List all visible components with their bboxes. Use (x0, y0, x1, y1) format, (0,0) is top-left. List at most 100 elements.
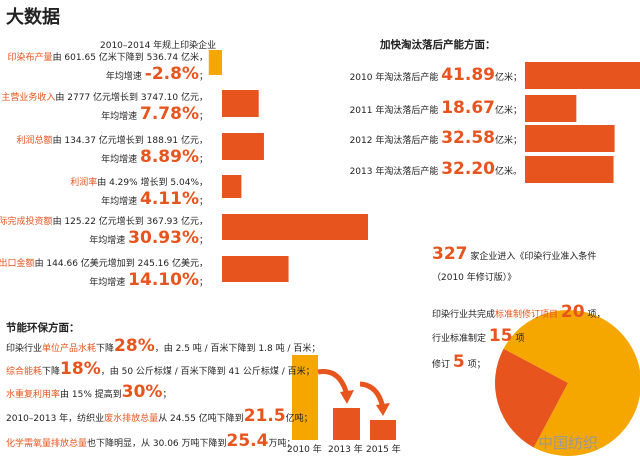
capacity-unit: 亿米； (494, 136, 522, 146)
text: 从 24.55 亿吨下降到 (158, 414, 244, 424)
growth-label: 主营业务收入 (1, 93, 56, 103)
env-line: 综合能耗下降18%，由 50 公斤标煤 / 百米下降到 41 公斤标煤 / 百米… (6, 359, 315, 379)
growth-line: 年均增速 8.89%； (17, 147, 208, 167)
capacity-unit: 亿米； (494, 73, 522, 83)
watermark: 中国纺织 (538, 434, 599, 452)
rate-end: ； (198, 72, 208, 82)
access-line: 327 家企业进入《印染行业准入条件 (432, 244, 596, 264)
text: 也下降明显，从 30.06 万吨下降到 (87, 439, 227, 449)
capacity-label: 2013 年淘汰落后产能 (349, 167, 439, 177)
growth-line: 印染布产量由 601.65 亿米下降到 536.74 亿米， (8, 52, 208, 64)
text: 修订 (432, 360, 451, 370)
growth-line: 年均增速 -2.8%； (8, 64, 208, 84)
text: 2010–2013 年，纺织业 (6, 414, 105, 424)
growth-label: 利润总额 (16, 136, 53, 146)
number: 21.5 (243, 406, 286, 426)
highlight: 废水排放总量 (104, 414, 159, 424)
text: ； (162, 390, 172, 400)
growth-text: 由 144.66 亿美元增加到 245.16 亿美元， (34, 259, 208, 269)
text: 行业标准制定 (432, 334, 487, 344)
growth-text: 由 125.22 亿元增长到 367.93 亿元， (52, 217, 208, 227)
rate-prefix: 年均增速 (101, 112, 138, 122)
rate-end: ； (198, 236, 208, 246)
highlight: 单位产品水耗 (42, 344, 97, 354)
rate-prefix: 年均增速 (101, 197, 138, 207)
env-line: 2010–2013 年，纺织业废水排放总量从 24.55 亿吨下降到21.5亿吨… (6, 406, 313, 426)
standards-line: 修订 5 项； (432, 352, 486, 372)
growth-text: 由 134.37 亿元增长到 188.91 亿元， (52, 136, 208, 146)
growth-item: 实际完成投资额由 125.22 亿元增长到 367.93 亿元，年均增速 30.… (0, 216, 208, 248)
growth-line: 年均增速 4.11%； (70, 189, 208, 209)
capacity-value: 41.89 (441, 65, 495, 85)
capacity-unit: 亿米； (494, 106, 522, 116)
capacity-unit: 亿米。 (494, 167, 522, 177)
growth-item: 利润率由 4.29% 增长到 5.04%， 年均增速 4.11%； (70, 177, 208, 209)
growth-label: 利润率 (70, 178, 98, 188)
growth-text: 由 2777 亿元增长到 3747.10 亿元， (55, 93, 208, 103)
capacity-heading: 加快淘汰落后产能方面： (380, 39, 496, 51)
text: ，由 50 公斤标煤 / 百米下降到 41 公斤标煤 / 百米； (100, 367, 315, 377)
arrow (359, 381, 386, 409)
text: ，由 2.5 吨 / 百米下降到 1.8 吨 / 百米； (154, 344, 321, 354)
growth-bar (222, 133, 264, 160)
text: 由 15% 提高到 (60, 390, 122, 400)
growth-label: 实际完成投资额 (0, 217, 53, 227)
rate-end: ； (198, 155, 208, 165)
capacity-bar (525, 62, 640, 89)
growth-item: 利润总额由 134.37 亿元增长到 188.91 亿元， 年均增速 8.89%； (17, 135, 208, 167)
rate-end: ； (198, 112, 208, 122)
growth-text: 由 4.29% 增长到 5.04%， (97, 178, 208, 188)
highlight: 水重复利用率 (6, 390, 61, 400)
text: 项； (467, 360, 486, 370)
number: 18% (60, 359, 101, 379)
rate-value: 7.78% (140, 104, 199, 124)
capacity-row: 2013 年淘汰落后产能 32.20亿米。 (350, 159, 522, 179)
rate-value: 4.11% (140, 189, 199, 209)
growth-line: 年均增速 7.78%； (1, 104, 208, 124)
highlight: 综合能耗 (6, 367, 43, 377)
growth-line: 年均增速 30.93%； (0, 228, 208, 248)
growth-label: 出口金额 (0, 259, 35, 269)
rate-prefix: 年均增速 (105, 72, 142, 82)
year-label: 2015 年 (366, 445, 401, 455)
growth-item: 主营业务收入由 2777 亿元增长到 3747.10 亿元， 年均增速 7.78%… (1, 92, 208, 124)
growth-line: 实际完成投资额由 125.22 亿元增长到 367.93 亿元， (0, 216, 208, 228)
number: 20 (560, 302, 585, 322)
growth-item: 出口金额由 144.66 亿美元增加到 245.16 亿美元， 年均增速 14.1… (0, 258, 208, 290)
year-label: 2010 年 (287, 445, 322, 455)
arrowhead (376, 403, 390, 416)
rate-value: -2.8% (144, 64, 199, 84)
deco-bar (370, 420, 396, 440)
growth-line: 出口金额由 144.66 亿美元增加到 245.16 亿美元， (0, 258, 208, 270)
capacity-row: 2011 年淘汰落后产能 18.67亿米； (350, 98, 522, 118)
growth-bar (222, 90, 259, 117)
decoration-chart (292, 355, 396, 440)
growth-item: 印染布产量由 601.65 亿米下降到 536.74 亿米， 年均增速 -2.8%… (8, 52, 208, 84)
growth-line: 利润总额由 134.37 亿元增长到 188.91 亿元， (17, 135, 208, 147)
number: 28% (114, 336, 155, 356)
env-line: 印染行业单位产品水耗下降28%，由 2.5 吨 / 百米下降到 1.8 吨 / … (6, 336, 320, 356)
growth-text: 由 601.65 亿米下降到 536.74 亿米， (52, 53, 208, 63)
rate-prefix: 年均增速 (89, 278, 126, 288)
text: 项， (587, 310, 606, 320)
pie-slice (495, 348, 568, 448)
growth-bar (222, 175, 242, 198)
rate-value: 14.10% (128, 270, 199, 290)
highlight: 标准制修订项目 (495, 310, 559, 320)
rate-value: 8.89% (140, 147, 199, 167)
year-label: 2013 年 (328, 445, 363, 455)
rate-prefix: 年均增速 (101, 155, 138, 165)
standards-line: 行业标准制定 15 项 (432, 326, 524, 346)
pie-slice (503, 310, 640, 456)
arrow (317, 368, 350, 396)
growth-line: 主营业务收入由 2777 亿元增长到 3747.10 亿元， (1, 92, 208, 104)
env-line: 水重复利用率由 15% 提高到30%； (6, 382, 171, 402)
text: 印染行业 (6, 344, 43, 354)
highlight: 化学需氧量排放总量 (6, 439, 88, 449)
arrowhead (340, 390, 354, 404)
text: 亿吨； (285, 414, 313, 424)
capacity-value: 32.20 (441, 159, 495, 179)
growth-line: 利润率由 4.29% 增长到 5.04%， (70, 177, 208, 189)
